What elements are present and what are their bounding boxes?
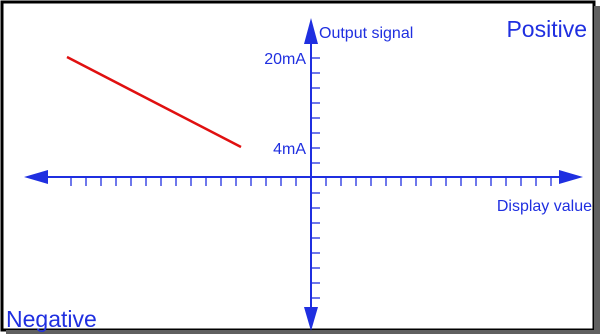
y-axis-ticks — [311, 57, 320, 299]
tick-label-20ma: 20mA — [264, 51, 306, 68]
negative-label: Negative — [6, 306, 97, 332]
y-axis-label: Output signal — [319, 25, 413, 42]
y-axis-arrow-up-icon — [304, 18, 318, 44]
x-axis-arrow-right-icon — [559, 170, 583, 184]
x-axis-arrow-left-icon — [24, 170, 48, 184]
frame-shadow-right — [594, 6, 600, 332]
x-axis-ticks — [70, 177, 552, 186]
tick-label-4ma: 4mA — [273, 141, 306, 158]
frame-shadow-bottom — [6, 330, 600, 334]
positive-label: Positive — [506, 16, 587, 42]
output-characteristic-line — [66, 55, 242, 149]
x-axis-label: Display value — [497, 198, 592, 215]
axes — [24, 18, 583, 331]
y-axis-arrow-down-icon — [304, 307, 318, 331]
